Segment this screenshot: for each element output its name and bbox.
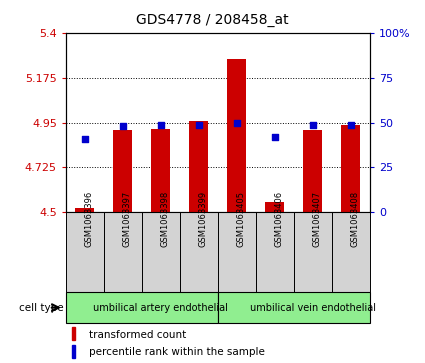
Point xyxy=(272,135,278,140)
Bar xyxy=(189,121,208,212)
Text: GSM1063399: GSM1063399 xyxy=(199,191,208,247)
Point xyxy=(157,122,164,127)
Bar xyxy=(218,292,370,323)
Text: GSM1063397: GSM1063397 xyxy=(123,191,132,247)
Bar xyxy=(332,212,370,292)
Bar xyxy=(75,208,94,212)
Point xyxy=(309,122,316,127)
Point xyxy=(347,122,354,127)
Bar xyxy=(66,292,218,323)
Point xyxy=(82,136,88,142)
Point xyxy=(196,122,202,127)
Text: percentile rank within the sample: percentile rank within the sample xyxy=(89,347,264,357)
Bar xyxy=(151,129,170,212)
Bar xyxy=(218,212,256,292)
Text: GSM1063396: GSM1063396 xyxy=(85,191,94,247)
Text: umbilical artery endothelial: umbilical artery endothelial xyxy=(94,303,228,313)
Bar xyxy=(341,125,360,212)
Text: GSM1063398: GSM1063398 xyxy=(161,191,170,247)
Text: GSM1063406: GSM1063406 xyxy=(275,191,284,247)
Bar xyxy=(256,212,294,292)
Text: transformed count: transformed count xyxy=(89,330,186,339)
Bar xyxy=(113,131,132,212)
Text: umbilical vein endothelial: umbilical vein endothelial xyxy=(250,303,376,313)
Point xyxy=(119,123,126,129)
Bar xyxy=(303,131,322,212)
Text: GDS4778 / 208458_at: GDS4778 / 208458_at xyxy=(136,13,289,27)
Text: GSM1063408: GSM1063408 xyxy=(351,191,360,247)
Text: GSM1063405: GSM1063405 xyxy=(237,191,246,247)
Bar xyxy=(66,212,104,292)
Bar xyxy=(104,212,142,292)
Bar xyxy=(72,327,75,340)
Text: cell type: cell type xyxy=(19,303,64,313)
Bar xyxy=(294,212,332,292)
Bar xyxy=(180,212,218,292)
Point xyxy=(233,120,240,126)
Text: GSM1063407: GSM1063407 xyxy=(313,191,322,247)
Bar xyxy=(142,212,180,292)
Bar xyxy=(227,59,246,212)
Bar xyxy=(72,344,75,358)
Bar xyxy=(265,203,284,212)
